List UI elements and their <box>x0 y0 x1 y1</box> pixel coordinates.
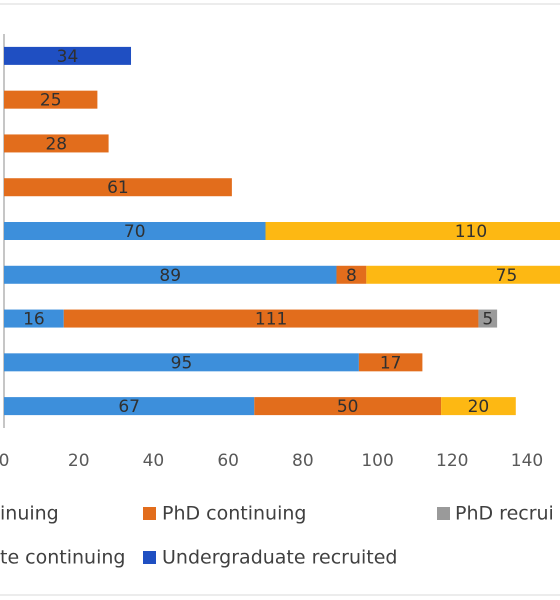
bar-segment <box>478 309 498 328</box>
bar-segment <box>4 90 98 109</box>
bar-segment <box>4 353 359 372</box>
legend-swatch <box>143 507 156 520</box>
bar-segment <box>358 353 423 372</box>
bar-segment <box>254 397 442 416</box>
bar-label: 110 <box>455 222 487 242</box>
legend-label: te continuing <box>0 547 126 569</box>
bar-segment <box>4 265 337 284</box>
bar-label: 70 <box>124 222 146 242</box>
bar-segment <box>366 265 560 284</box>
x-tick-label: 20 <box>68 451 90 471</box>
bar-segment <box>265 222 560 240</box>
bar-label: 20 <box>468 397 490 417</box>
bar-label: 8 <box>346 266 357 286</box>
bar-label: 28 <box>45 134 67 154</box>
bar-segment <box>4 46 132 65</box>
bar-label: 25 <box>40 91 62 111</box>
bar-label: 5 <box>482 310 493 330</box>
bar-segment <box>4 397 255 416</box>
x-tick-label: 120 <box>436 451 468 471</box>
x-tick-label: 100 <box>361 451 393 471</box>
x-tick-label: 40 <box>143 451 165 471</box>
bar-label: 61 <box>107 178 129 198</box>
bar-segment <box>63 309 479 328</box>
bar-segment <box>4 134 109 153</box>
bar-label: 111 <box>255 310 287 330</box>
x-tick-label: 60 <box>217 451 239 471</box>
bar-segment <box>4 222 266 240</box>
bar-label: 75 <box>496 266 518 286</box>
legend-label: Undergraduate recruited <box>162 547 397 569</box>
bar-label: 17 <box>380 353 402 373</box>
bar-segment <box>4 309 64 328</box>
bar-segment <box>4 178 232 197</box>
bar-label: 89 <box>159 266 181 286</box>
legend-label: PhD recrui <box>455 503 554 525</box>
x-tick-label: 80 <box>292 451 314 471</box>
x-tick-label: 140 <box>511 451 543 471</box>
bar-label: 34 <box>57 47 79 67</box>
legend-swatch <box>437 507 450 520</box>
bar-label: 50 <box>337 397 359 417</box>
bar-label: 95 <box>171 353 193 373</box>
bar-segment <box>441 397 516 416</box>
x-tick-label: 0 <box>0 451 9 471</box>
bar-segment <box>336 265 367 284</box>
bar-label: 16 <box>23 310 45 330</box>
legend-swatch <box>143 551 156 564</box>
bar-label: 67 <box>118 397 140 417</box>
legend-label: inuing <box>0 503 59 525</box>
legend-label: PhD continuing <box>162 503 306 525</box>
